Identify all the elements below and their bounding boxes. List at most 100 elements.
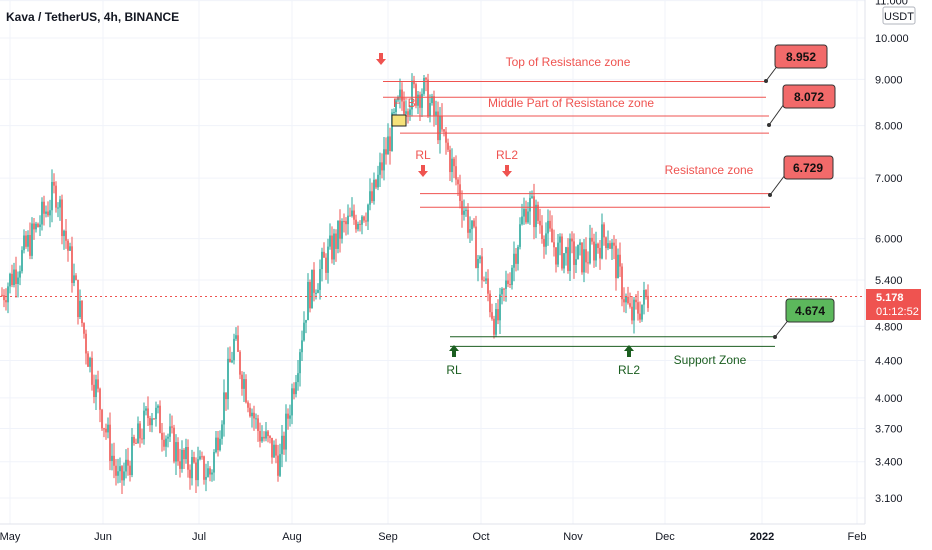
- price-badge-middle-resistance[interactable]: 8.072: [767, 84, 836, 127]
- candle-body: [79, 300, 81, 318]
- rl2-top-label: RL2: [496, 148, 518, 162]
- candle-body: [277, 455, 279, 476]
- candle-body: [145, 408, 147, 411]
- candle-body: [317, 289, 319, 293]
- time-tick: Sep: [378, 531, 398, 543]
- candle-body: [225, 392, 227, 400]
- price-badge-top-resistance[interactable]: 8.952: [764, 44, 828, 83]
- candle-body: [81, 300, 83, 324]
- candle-body: [307, 282, 309, 321]
- candle-body: [91, 357, 93, 385]
- candle-body: [283, 435, 285, 450]
- candle-body: [295, 382, 297, 395]
- rl2-bottom-label: RL2: [618, 363, 640, 377]
- candle-body: [137, 423, 139, 444]
- candle-body: [95, 379, 97, 398]
- price-tick: 6.000: [875, 234, 903, 246]
- candle-body: [227, 358, 229, 400]
- candle-body: [241, 374, 243, 389]
- candle-body: [503, 288, 505, 290]
- candle-body: [187, 447, 189, 470]
- candle-body: [281, 435, 283, 455]
- candle-body: [477, 258, 479, 268]
- time-tick: 2022: [750, 531, 774, 543]
- candle-body: [455, 166, 457, 180]
- candle-body: [393, 112, 395, 114]
- candle-body: [297, 373, 299, 383]
- candle-body: [189, 469, 191, 479]
- candle-body: [163, 439, 165, 447]
- candle-body: [201, 456, 203, 458]
- candle-body: [391, 112, 393, 152]
- candle-body: [159, 405, 161, 433]
- price-tick: 9.000: [875, 74, 903, 86]
- candle-body: [399, 89, 401, 98]
- candle-body: [373, 179, 375, 202]
- candle-body: [229, 358, 231, 363]
- candle-body: [171, 426, 173, 428]
- candle-body: [383, 149, 385, 171]
- candle-body: [335, 233, 337, 249]
- candle-body: [23, 235, 25, 251]
- candle-body: [473, 220, 475, 227]
- price-badge-resistance[interactable]: 6.729: [768, 155, 834, 197]
- candle-body: [457, 179, 459, 185]
- candle-body: [39, 224, 41, 227]
- price-axis-bg: [865, 0, 932, 524]
- candle-body: [623, 299, 625, 303]
- candle-body: [631, 306, 633, 321]
- candle-body: [579, 242, 581, 245]
- candle-body: [635, 299, 637, 303]
- candle-body: [371, 191, 373, 202]
- candle-body: [559, 236, 561, 243]
- candle-body: [367, 204, 369, 222]
- candle-body: [565, 247, 567, 254]
- candle-body: [117, 471, 119, 476]
- candle-body: [43, 201, 45, 214]
- candle-body: [375, 179, 377, 188]
- candle-body: [111, 455, 113, 461]
- candle-body: [597, 243, 599, 248]
- candle-body: [165, 438, 167, 447]
- ftb-box[interactable]: [391, 114, 407, 127]
- candle-body: [309, 282, 311, 309]
- candle-body: [599, 247, 601, 259]
- candle-body: [71, 246, 73, 283]
- currency-badge[interactable]: [882, 6, 916, 25]
- price-axis[interactable]: 11.000 10.000 9.000 8.000 7.000 6.000 5.400 4.8…: [875, 0, 909, 505]
- candle-body: [27, 235, 29, 247]
- candle-body: [15, 269, 17, 285]
- candle-body: [417, 94, 419, 106]
- candle-body: [507, 280, 509, 285]
- price-badge-support[interactable]: 4.674: [773, 298, 835, 339]
- candle-body: [467, 209, 469, 233]
- candle-body: [203, 456, 205, 480]
- candle-body: [363, 216, 365, 221]
- time-axis[interactable]: May Jun Jul Aug Sep Oct Nov Dec 2022 Feb: [0, 531, 866, 543]
- candle-body: [235, 335, 237, 339]
- price-tick: 4.800: [875, 321, 903, 333]
- candle-body: [213, 452, 215, 473]
- candle-body: [619, 254, 621, 267]
- candle-body: [615, 245, 617, 279]
- candle-body: [261, 436, 263, 442]
- candle-body: [271, 437, 273, 458]
- candle-body: [35, 223, 37, 230]
- candle-body: [499, 294, 501, 321]
- candle-body: [151, 418, 153, 426]
- candle-body: [349, 215, 351, 217]
- candle-body: [555, 247, 557, 265]
- candle-body: [251, 412, 253, 417]
- candle-body: [377, 174, 379, 188]
- candle-body: [205, 476, 207, 480]
- candle-body: [431, 96, 433, 104]
- arrow-up-icon: [449, 345, 459, 357]
- candle-body: [341, 221, 343, 239]
- candle-body: [607, 243, 609, 249]
- candle-body: [601, 224, 603, 259]
- candle-body: [237, 335, 239, 352]
- candle-body: [621, 266, 623, 300]
- candle-body: [617, 254, 619, 279]
- candle-body: [545, 233, 547, 247]
